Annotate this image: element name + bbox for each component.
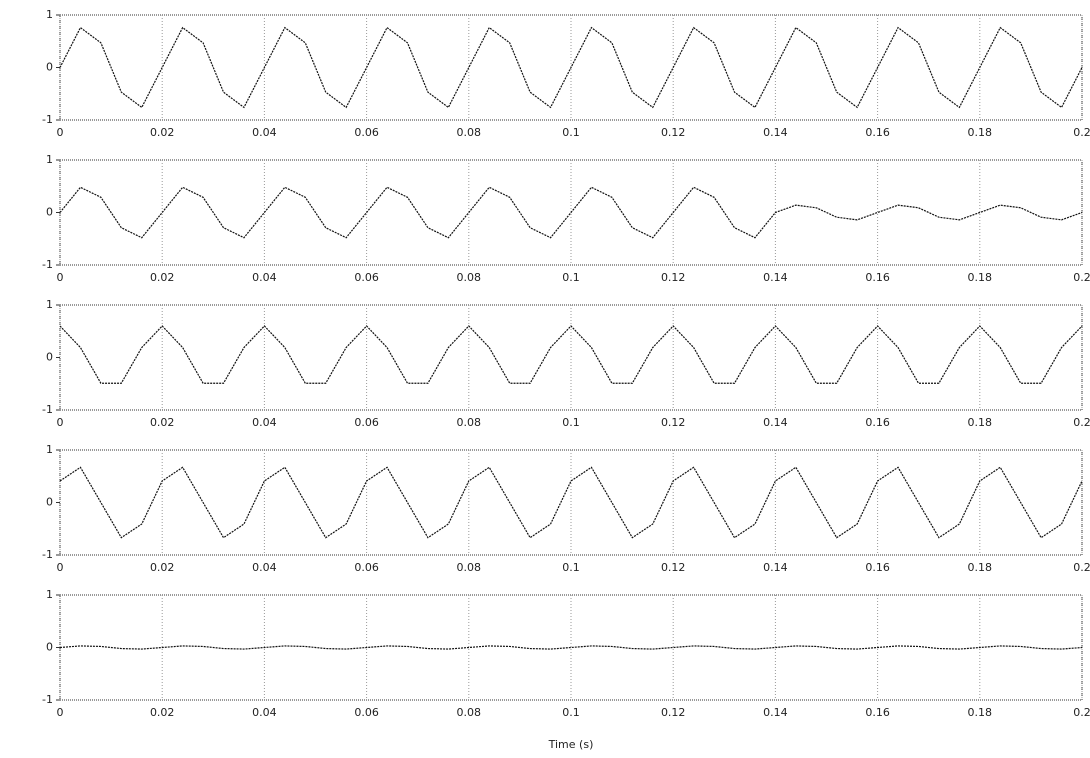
x-tick-label: 0.04 <box>252 271 277 284</box>
x-tick-label: 0 <box>57 416 64 429</box>
x-tick-label: 0.04 <box>252 561 277 574</box>
y-tick-label: 1 <box>46 153 53 166</box>
x-tick-label: 0.14 <box>763 126 788 139</box>
signal-line <box>59 466 1083 539</box>
x-tick-label: 0.14 <box>763 561 788 574</box>
x-tick-label: 0.06 <box>354 706 379 719</box>
y-tick-label: -1 <box>42 548 53 561</box>
y-tick-label: 0 <box>46 351 53 364</box>
signal-line <box>59 325 1083 384</box>
x-tick-label: 0.1 <box>562 416 580 429</box>
x-tick-label: 0 <box>57 126 64 139</box>
x-tick-label: 0.04 <box>252 416 277 429</box>
y-tick-label: 0 <box>46 496 53 509</box>
x-tick-label: 0.2 <box>1073 416 1090 429</box>
x-tick-label: 0.02 <box>150 126 175 139</box>
x-tick-label: 0.14 <box>763 706 788 719</box>
x-tick-label: 0.12 <box>661 561 686 574</box>
x-tick-label: 0.18 <box>968 126 993 139</box>
x-tick-label: 0.1 <box>562 561 580 574</box>
x-tick-label: 0.04 <box>252 706 277 719</box>
x-tick-label: 0.14 <box>763 271 788 284</box>
signal-line <box>59 186 1083 239</box>
x-tick-label: 0.02 <box>150 271 175 284</box>
x-tick-label: 0.06 <box>354 126 379 139</box>
x-tick-label: 0.18 <box>968 561 993 574</box>
x-tick-label: 0.16 <box>865 271 890 284</box>
x-tick-label: 0.08 <box>457 706 482 719</box>
x-tick-label: 0.16 <box>865 561 890 574</box>
y-tick-label: 0 <box>46 641 53 654</box>
x-tick-label: 0.2 <box>1073 126 1090 139</box>
y-tick-label: -1 <box>42 258 53 271</box>
x-tick-label: 0.04 <box>252 126 277 139</box>
x-tick-label: 0.12 <box>661 271 686 284</box>
x-tick-label: 0 <box>57 271 64 284</box>
x-tick-label: 0.12 <box>661 416 686 429</box>
y-tick-label: 0 <box>46 206 53 219</box>
x-tick-label: 0.08 <box>457 126 482 139</box>
x-tick-label: 0.08 <box>457 561 482 574</box>
x-tick-label: 0.16 <box>865 416 890 429</box>
x-tick-label: 0.18 <box>968 416 993 429</box>
x-tick-label: 0.1 <box>562 126 580 139</box>
x-tick-label: 0.16 <box>865 706 890 719</box>
x-tick-label: 0.1 <box>562 271 580 284</box>
x-tick-label: 0.16 <box>865 126 890 139</box>
x-tick-label: 0.06 <box>354 271 379 284</box>
y-tick-label: 1 <box>46 588 53 601</box>
x-tick-label: 0.06 <box>354 561 379 574</box>
x-tick-label: 0.18 <box>968 271 993 284</box>
x-tick-label: 0.06 <box>354 416 379 429</box>
y-tick-label: -1 <box>42 113 53 126</box>
x-tick-label: 0.14 <box>763 416 788 429</box>
x-tick-label: 0.2 <box>1073 561 1090 574</box>
x-tick-label: 0 <box>57 561 64 574</box>
x-tick-label: 0 <box>57 706 64 719</box>
y-tick-label: 0 <box>46 61 53 74</box>
x-tick-label: 0.08 <box>457 271 482 284</box>
x-tick-label: 0.2 <box>1073 271 1090 284</box>
signal-line <box>59 645 1083 650</box>
x-tick-label: 0.02 <box>150 706 175 719</box>
x-tick-label: 0.12 <box>661 706 686 719</box>
x-tick-label: 0.02 <box>150 416 175 429</box>
x-axis-label: Time (s) <box>548 738 594 751</box>
x-tick-label: 0.1 <box>562 706 580 719</box>
y-tick-label: 1 <box>46 298 53 311</box>
y-tick-label: 1 <box>46 443 53 456</box>
signal-line <box>59 26 1083 109</box>
y-tick-label: 1 <box>46 8 53 21</box>
x-tick-label: 0.18 <box>968 706 993 719</box>
x-tick-label: 0.02 <box>150 561 175 574</box>
x-tick-label: 0.2 <box>1073 706 1090 719</box>
x-tick-label: 0.12 <box>661 126 686 139</box>
y-tick-label: -1 <box>42 693 53 706</box>
x-tick-label: 0.08 <box>457 416 482 429</box>
y-tick-label: -1 <box>42 403 53 416</box>
